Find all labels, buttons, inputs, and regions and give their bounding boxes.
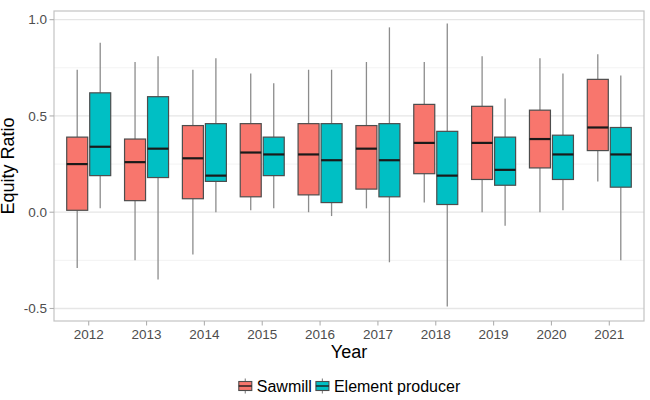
box (495, 137, 516, 185)
boxplot-figure: 1.0 0.5 0.0 -0.5 2012 2013 2014 2015 2016 2017 201… (0, 0, 650, 400)
x-tick-label: 2017 (363, 327, 393, 342)
x-tick-label: 2020 (536, 327, 566, 342)
legend-label: Element producer (334, 378, 461, 395)
box (263, 137, 284, 176)
plot-area: 1.0 0.5 0.0 -0.5 2012 2013 2014 2015 2016 2017 201… (24, 11, 644, 342)
x-tick-label: 2013 (132, 327, 162, 342)
x-tick-label: 2016 (305, 327, 335, 342)
x-tick-label: 2012 (74, 327, 104, 342)
box (205, 124, 226, 182)
box (240, 124, 261, 197)
x-axis-title: Year (331, 342, 367, 362)
box (414, 104, 435, 173)
box (125, 139, 146, 201)
box (67, 137, 88, 210)
x-tick-label: 2018 (421, 327, 451, 342)
legend-label: Sawmill (257, 378, 312, 395)
legend: Sawmill Element producer (239, 378, 461, 395)
y-tick-label: 1.0 (28, 12, 47, 27)
legend-item-element-producer: Element producer (316, 378, 461, 395)
x-tick-label: 2014 (189, 327, 220, 342)
y-axis-title: Equity Ratio (0, 117, 18, 214)
box (437, 131, 458, 204)
y-tick-label: 0.5 (28, 109, 47, 124)
equity-ratio-by-year-chart: 1.0 0.5 0.0 -0.5 2012 2013 2014 2015 2016 2017 201… (0, 0, 650, 400)
box (610, 127, 631, 187)
box (148, 97, 169, 178)
box (298, 124, 319, 195)
legend-item-sawmill: Sawmill (239, 378, 312, 395)
box (321, 124, 342, 203)
y-tick-label: 0.0 (28, 205, 47, 220)
x-tick-label: 2015 (247, 327, 277, 342)
box (587, 79, 608, 150)
y-tick-label: -0.5 (24, 301, 47, 316)
box (182, 126, 203, 199)
box (90, 93, 111, 176)
x-tick-label: 2021 (594, 327, 624, 342)
x-tick-label: 2019 (479, 327, 509, 342)
box (552, 135, 573, 179)
box (356, 126, 377, 190)
